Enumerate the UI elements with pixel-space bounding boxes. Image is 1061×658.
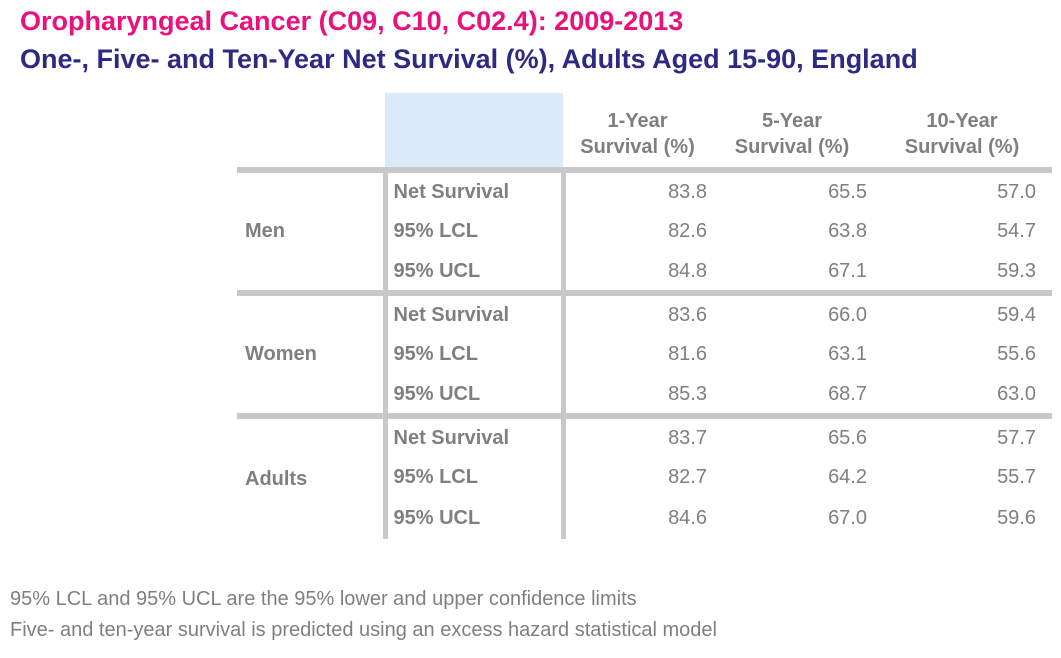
row-men-lcl: 95% LCL 82.6 63.8 54.7	[237, 211, 1052, 252]
col-header-line2: Survival (%)	[904, 136, 1020, 158]
value-cell: 67.1	[828, 259, 867, 282]
col-header-1-year: 1-Year Survival (%)	[563, 93, 712, 170]
value-cell: 68.7	[828, 382, 867, 405]
col-header-line1: 10-Year	[926, 110, 998, 132]
metric-label: Net Survival	[382, 290, 566, 334]
table-header-row: 1-Year Survival (%) 5-Year Survival (%) …	[237, 93, 1052, 170]
survival-table: 1-Year Survival (%) 5-Year Survival (%) …	[237, 93, 1052, 539]
col-header-line1: 5-Year	[761, 110, 823, 132]
page-title: Oropharyngeal Cancer (C09, C10, C02.4): …	[20, 6, 684, 36]
row-adults-net-survival: Adults Net Survival 83.7 65.6 57.7	[237, 413, 1052, 539]
metric-label: 95% LCL	[382, 334, 566, 375]
row-adults-lcl: 95% LCL 82.7 64.2 55.7	[237, 457, 1052, 498]
value-cell: 63.0	[997, 382, 1036, 405]
metric-label: Net Survival	[382, 167, 566, 211]
col-header-line1: 1-Year	[607, 110, 668, 132]
value-cell: 59.4	[872, 290, 1052, 334]
row-men-net-survival: Men Net Survival 83.8 65.5 57.0	[237, 167, 1052, 293]
value-cell: 82.6	[668, 220, 707, 242]
value-cell: 65.5	[712, 167, 872, 211]
group-label-adults: Adults	[237, 413, 385, 539]
metric-label: 95% UCL	[382, 252, 566, 293]
metric-label: 95% LCL	[382, 211, 566, 252]
value-cell: 81.6	[668, 343, 707, 365]
row-adults-ucl: 95% UCL 84.6 67.0 59.6	[237, 498, 1052, 539]
value-cell: 59.6	[997, 507, 1036, 529]
row-women-ucl: 95% UCL 85.3 68.7 63.0	[237, 375, 1052, 416]
value-cell: 83.8	[563, 167, 712, 211]
value-cell: 83.6	[563, 290, 712, 334]
row-women-net-survival: Women Net Survival 83.6 66.0 59.4	[237, 290, 1052, 416]
value-cell: 54.7	[997, 220, 1036, 242]
value-cell: 59.3	[997, 259, 1036, 282]
col-header-line2: Survival (%)	[580, 136, 695, 158]
footnotes: 95% LCL and 95% UCL are the 95% lower an…	[10, 584, 717, 646]
metric-label: 95% UCL	[382, 375, 566, 416]
footnote-confidence-limits: 95% LCL and 95% UCL are the 95% lower an…	[10, 588, 637, 610]
page-subtitle: One-, Five- and Ten-Year Net Survival (%…	[20, 44, 918, 74]
value-cell: 66.0	[712, 290, 872, 334]
header-highlight-cell	[385, 93, 563, 170]
value-cell: 63.1	[828, 343, 867, 365]
row-men-ucl: 95% UCL 84.8 67.1 59.3	[237, 252, 1052, 293]
value-cell: 82.7	[668, 466, 707, 488]
footnote-hazard-model: Five- and ten-year survival is predicted…	[10, 619, 717, 641]
value-cell: 65.6	[712, 413, 872, 457]
value-cell: 64.2	[828, 466, 867, 488]
group-label-women: Women	[237, 290, 385, 416]
value-cell: 57.0	[872, 167, 1052, 211]
value-cell: 55.6	[997, 343, 1036, 365]
metric-label: 95% LCL	[382, 457, 566, 498]
value-cell: 83.7	[563, 413, 712, 457]
value-cell: 84.6	[668, 507, 707, 529]
value-cell: 85.3	[668, 382, 707, 405]
value-cell: 55.7	[997, 466, 1036, 488]
group-label-men: Men	[237, 167, 385, 293]
value-cell: 67.0	[828, 507, 867, 529]
header-corner-cell	[237, 93, 385, 170]
row-women-lcl: 95% LCL 81.6 63.1 55.6	[237, 334, 1052, 375]
metric-label: 95% UCL	[382, 498, 566, 539]
value-cell: 63.8	[828, 220, 867, 242]
col-header-line2: Survival (%)	[734, 136, 850, 158]
metric-label: Net Survival	[382, 413, 566, 457]
value-cell: 57.7	[872, 413, 1052, 457]
col-header-10-year: 10-Year Survival (%)	[872, 93, 1052, 170]
col-header-5-year: 5-Year Survival (%)	[712, 93, 872, 170]
value-cell: 84.8	[668, 259, 707, 282]
